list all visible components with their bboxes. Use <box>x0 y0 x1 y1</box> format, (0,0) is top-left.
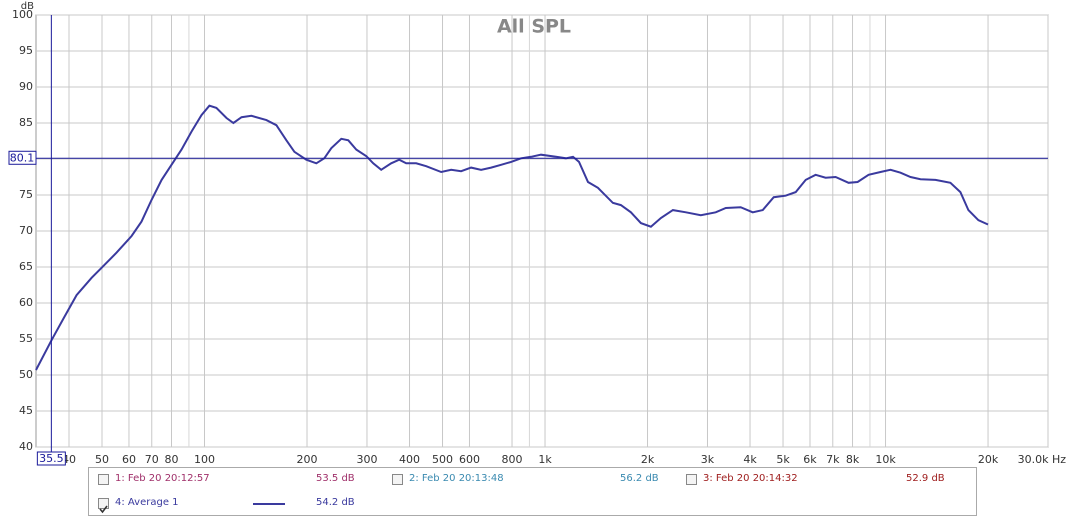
cursor-y-label: 80.1 <box>10 151 35 164</box>
x-tick-label: 100 <box>194 453 215 466</box>
legend-label: 3: Feb 20 20:14:32 <box>703 473 798 484</box>
legend-reading: 53.5 dB <box>316 473 355 484</box>
cursor-x-box <box>36 451 66 466</box>
x-tick-label: 80 <box>165 453 179 466</box>
legend-reading: 52.9 dB <box>906 473 945 484</box>
x-tick-label: 600 <box>459 453 480 466</box>
series-line <box>35 104 989 371</box>
cursor-x-label: 35.5 <box>39 452 64 465</box>
x-tick-label: 20k <box>978 453 999 466</box>
y-tick-label: 60 <box>19 296 33 309</box>
x-tick-label: 7k <box>826 453 840 466</box>
checkbox[interactable] <box>98 474 109 485</box>
x-tick-label: 800 <box>502 453 523 466</box>
legend-reading: 54.2 dB <box>316 497 355 508</box>
legend-label: 2: Feb 20 20:13:48 <box>409 473 504 484</box>
x-tick-label: 300 <box>356 453 377 466</box>
y-tick-label: 100 <box>12 8 33 21</box>
checkbox[interactable] <box>686 474 697 485</box>
y-tick-label: 75 <box>19 188 33 201</box>
y-tick-label: 85 <box>19 116 33 129</box>
x-tick-label: 8k <box>846 453 860 466</box>
y-tick-label: 55 <box>19 332 33 345</box>
checkbox[interactable] <box>98 498 109 514</box>
legend-reading: 56.2 dB <box>620 473 659 484</box>
x-tick-label: 70 <box>145 453 159 466</box>
x-tick-label: 1k <box>538 453 552 466</box>
y-tick-label: 95 <box>19 44 33 57</box>
x-tick-label: 4k <box>743 453 757 466</box>
y-axis-label: dB <box>21 1 34 12</box>
x-tick-label: 30.0k Hz <box>1018 453 1067 466</box>
chart: All SPL dB 40 45 50 55 60 65 70 75 80 85 90 95 100 40… <box>8 1 1067 466</box>
y-tick-label: 45 <box>19 404 33 417</box>
x-tick-label: 6k <box>803 453 817 466</box>
x-tick-label: 500 <box>432 453 453 466</box>
x-tick-label: 10k <box>875 453 896 466</box>
legend-swatch <box>253 503 285 505</box>
x-tick-label: 200 <box>297 453 318 466</box>
legend-label: 4: Average 1 <box>115 497 179 508</box>
y-tick-label: 40 <box>19 440 33 453</box>
y-tick-label: 70 <box>19 224 33 237</box>
cursor-y-box <box>8 150 37 165</box>
x-tick-label: 50 <box>95 453 109 466</box>
check-mark <box>99 505 108 514</box>
x-tick-label: 5k <box>776 453 790 466</box>
x-tick-label: 60 <box>122 453 136 466</box>
y-tick-label: 65 <box>19 260 33 273</box>
y-tick-label: 90 <box>19 80 33 93</box>
checkbox[interactable] <box>392 474 403 485</box>
legend-label: 1: Feb 20 20:12:57 <box>115 473 210 484</box>
y-tick-label: 50 <box>19 368 33 381</box>
x-tick-label: 400 <box>399 453 420 466</box>
x-tick-label: 2k <box>641 453 655 466</box>
chart-title: All SPL <box>497 16 571 38</box>
legend-panel: 1: Feb 20 20:12:57 53.5 dB 2: Feb 20 20:13… <box>88 467 977 516</box>
x-tick-label: 3k <box>701 453 715 466</box>
